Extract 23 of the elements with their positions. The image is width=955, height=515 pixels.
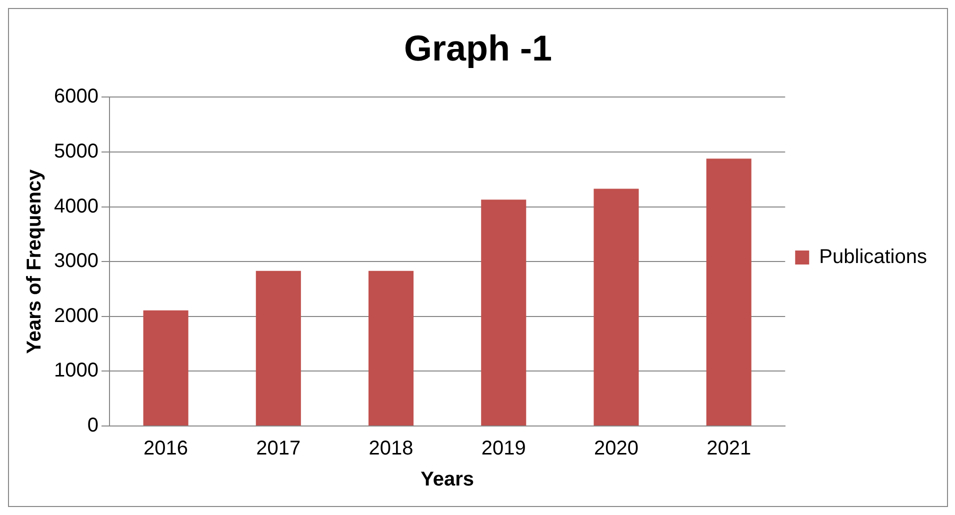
y-tick-label: 0: [87, 414, 98, 437]
bar: [143, 310, 188, 426]
x-tick-label: 2021: [706, 438, 752, 460]
y-tick-label: 3000: [54, 250, 98, 272]
y-tick-label: 6000: [54, 86, 98, 108]
y-tick-label: 4000: [54, 195, 98, 218]
y-axis-title: Years of Frequency: [24, 168, 46, 354]
legend-label: Publications: [819, 246, 927, 268]
y-tick-label: 5000: [54, 140, 98, 163]
x-tick-label: 2018: [368, 438, 414, 460]
y-tick-label: 1000: [54, 360, 98, 382]
x-tick-label: 2016: [144, 438, 188, 460]
bar: [481, 200, 526, 426]
bar: [256, 270, 301, 426]
bar: [368, 270, 414, 426]
x-tick-label: 2020: [594, 438, 638, 460]
y-tick-label: 2000: [54, 304, 98, 327]
x-axis-title: Years: [420, 468, 474, 491]
chart-title: Graph -1: [404, 28, 552, 69]
x-tick-label: 2019: [481, 438, 526, 460]
bar: [706, 158, 752, 426]
x-tick-label: 2017: [256, 438, 301, 460]
bar: [594, 188, 639, 426]
